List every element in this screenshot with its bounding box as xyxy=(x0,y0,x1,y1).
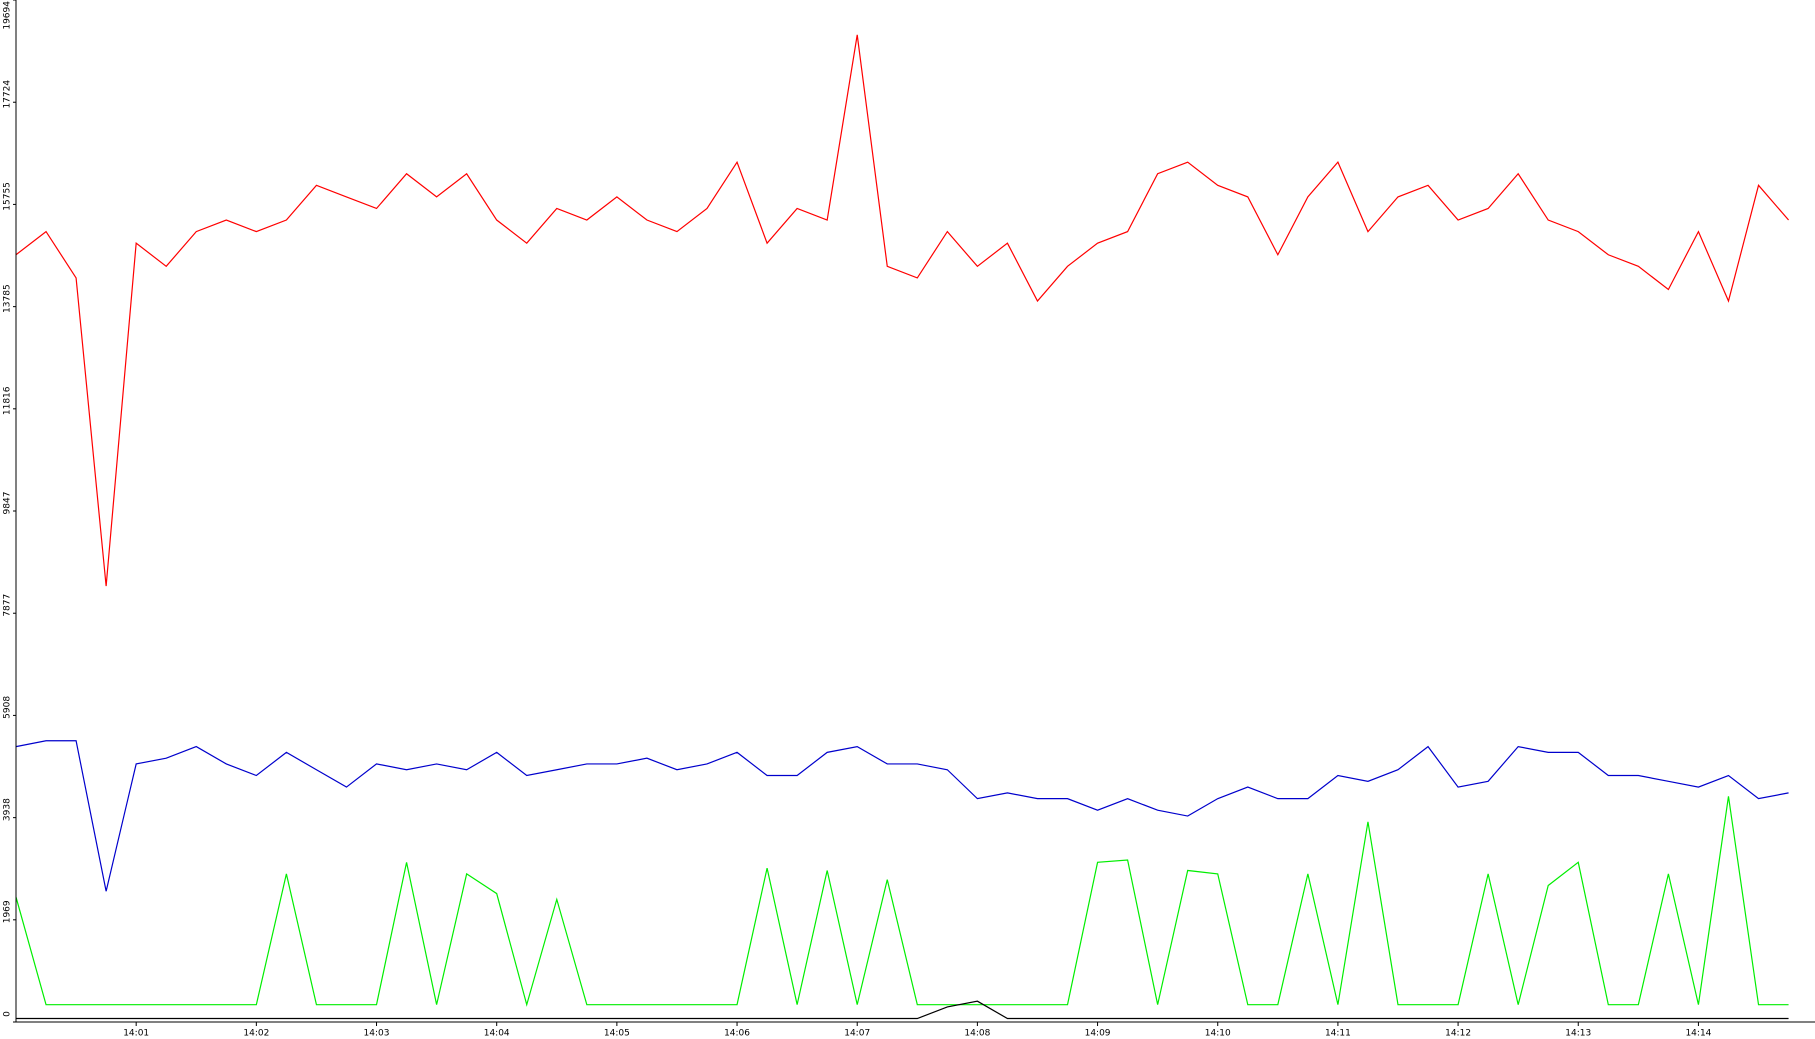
x-tick-label: 14:10 xyxy=(1205,1029,1231,1039)
x-tick-label: 14:08 xyxy=(964,1029,990,1039)
x-tick-label: 14:13 xyxy=(1565,1029,1591,1039)
series-line xyxy=(15,740,1789,892)
x-tick-label: 14:14 xyxy=(1685,1029,1711,1039)
x-tick-label: 14:04 xyxy=(484,1029,510,1039)
y-tick-label: 3938 xyxy=(3,798,13,821)
y-tick-label: 19694 xyxy=(3,1,13,30)
y-tick-label: 17724 xyxy=(3,80,13,109)
x-tick-label: 14:11 xyxy=(1325,1029,1351,1039)
x-tick-label: 14:03 xyxy=(364,1029,390,1039)
series-line xyxy=(15,34,1790,587)
y-tick-label: 9847 xyxy=(3,492,13,515)
y-tick-label: 5908 xyxy=(3,696,13,719)
x-tick-label: 14:06 xyxy=(724,1029,750,1039)
y-tick-label: 15755 xyxy=(3,182,13,211)
y-tick-label: 11816 xyxy=(3,386,13,415)
series-line xyxy=(15,796,1789,1007)
x-tick-label: 14:09 xyxy=(1085,1029,1111,1039)
y-tick-label: 1969 xyxy=(3,900,13,923)
x-tick-label: 14:12 xyxy=(1445,1029,1471,1039)
x-tick-label: 14:02 xyxy=(243,1029,269,1039)
x-tick-label: 14:05 xyxy=(604,1029,630,1039)
x-tick-label: 14:07 xyxy=(844,1029,870,1039)
y-tick-label: 7877 xyxy=(3,594,13,617)
series-line xyxy=(16,1000,1789,1020)
y-tick-label: 13785 xyxy=(3,284,13,313)
y-tick-label: 0 xyxy=(3,1011,13,1017)
x-tick-label: 14:01 xyxy=(123,1029,149,1039)
